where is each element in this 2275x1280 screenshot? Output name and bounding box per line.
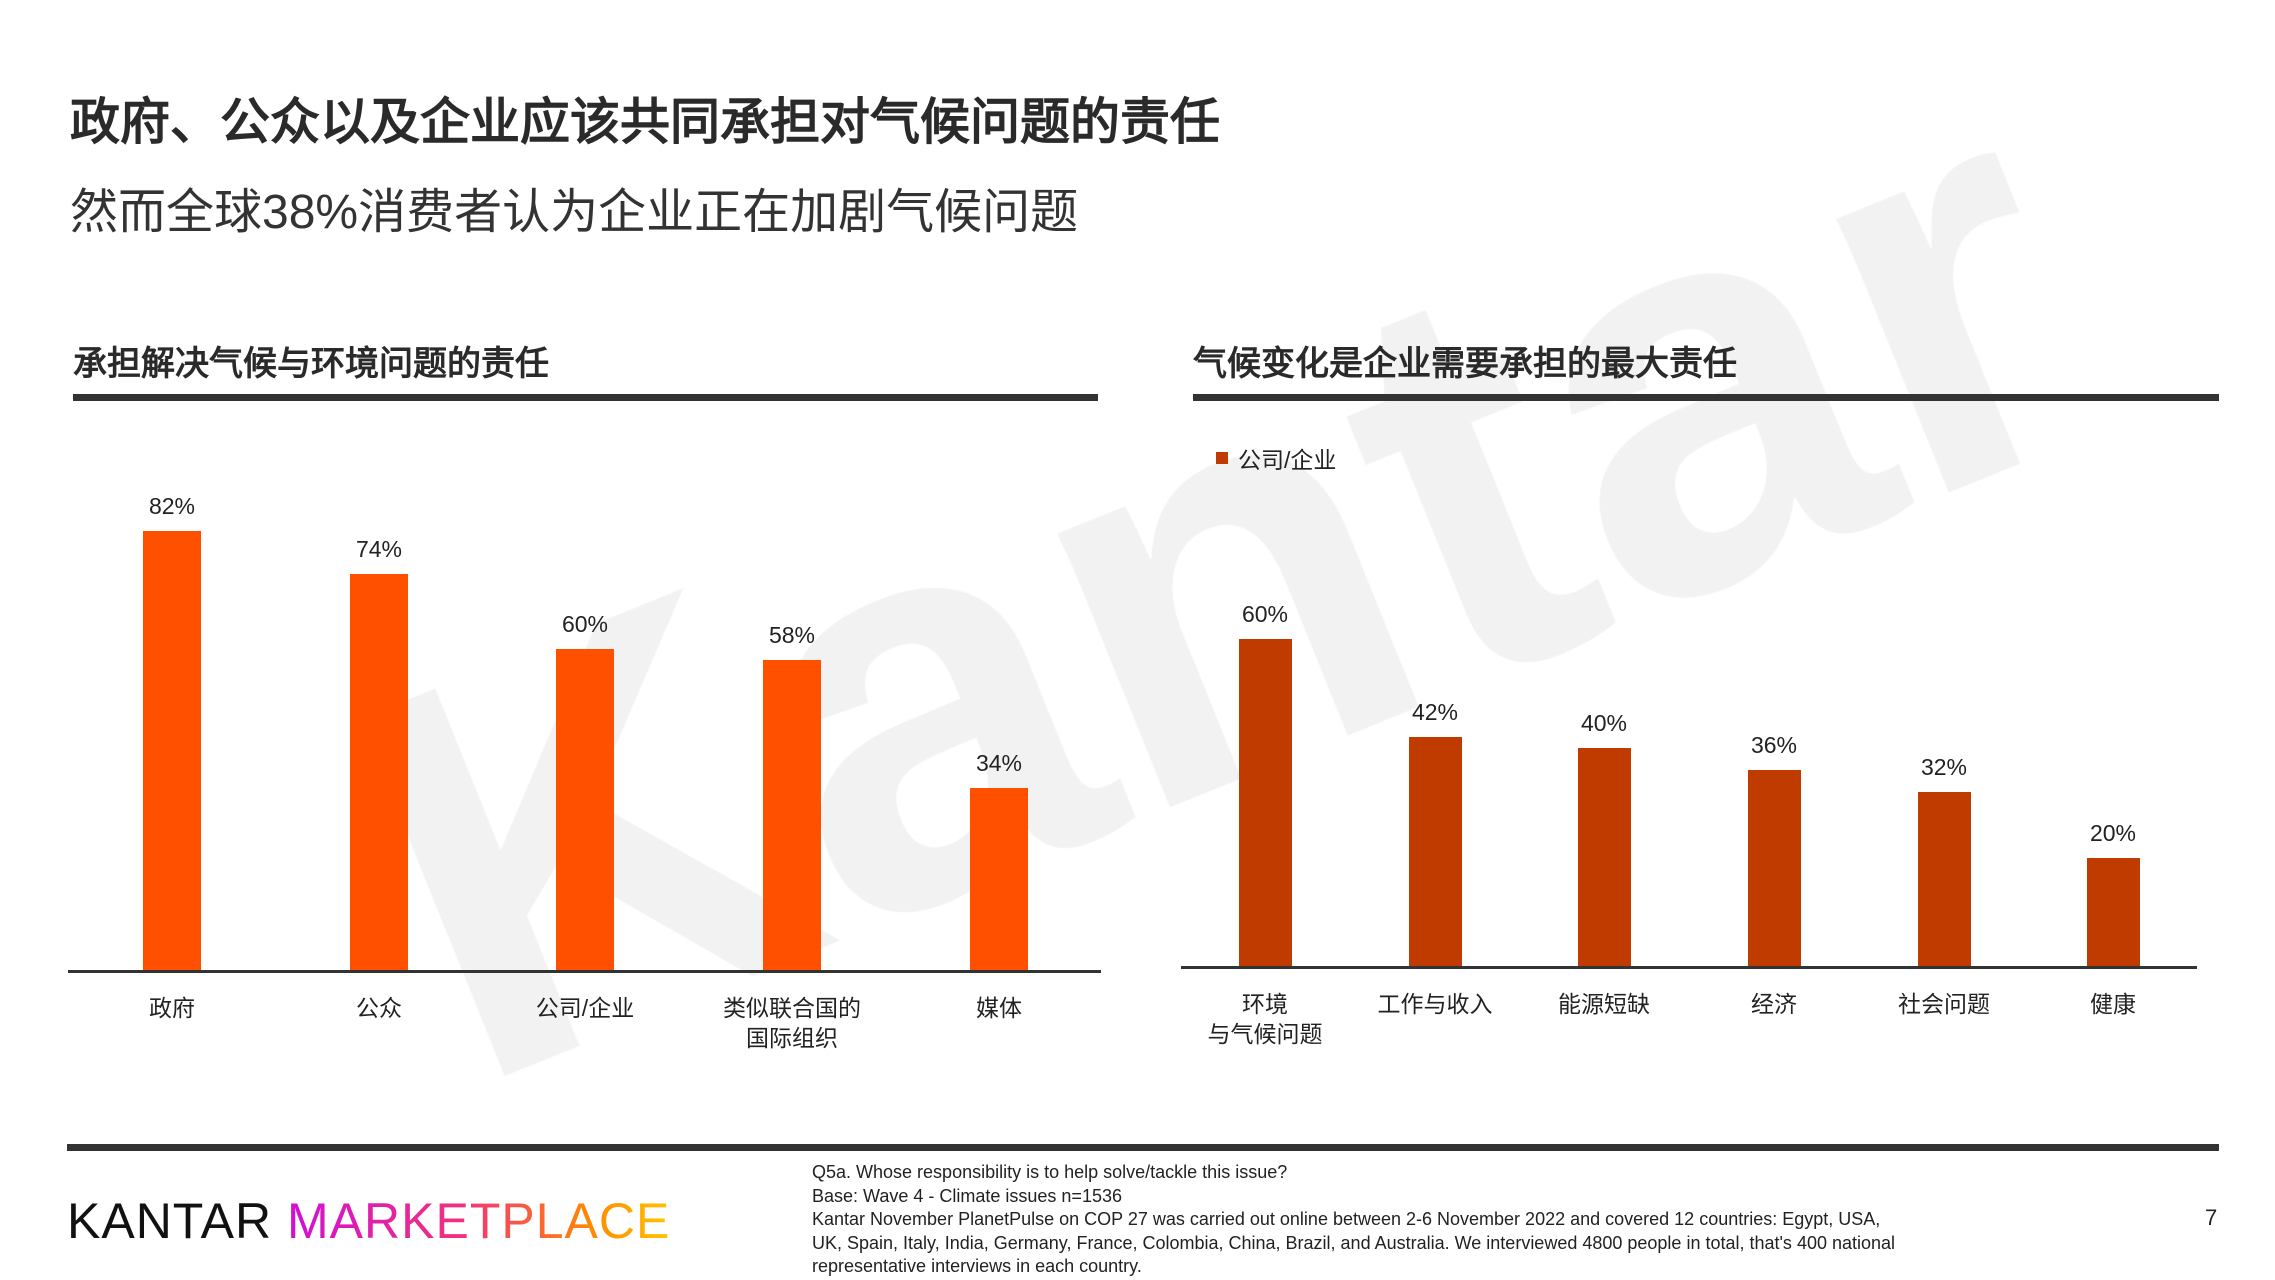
footer-question: Q5a. Whose responsibility is to help sol… (812, 1162, 1288, 1182)
footer-base: Base: Wave 4 - Climate issues n=1536 (812, 1185, 1122, 1206)
page-number: 7 (2205, 1205, 2218, 1230)
left-chart-title: 承担解决气候与环境问题的责任 (73, 345, 549, 383)
category-label: 社会问题 (1898, 991, 1990, 1017)
category-label: 环境 与气候问题 (1207, 991, 1323, 1047)
bar-4 (970, 788, 1028, 971)
bar-3 (763, 659, 821, 971)
footer-method-3: representative interviews in each countr… (812, 1256, 1142, 1276)
category-label: 经济 (1751, 991, 1797, 1017)
data-label: 34% (975, 750, 1023, 777)
left-chart-rule (73, 394, 1098, 401)
data-label: 42% (1411, 699, 1459, 726)
footer-method-2: UK, Spain, Italy, India, Germany, France… (812, 1232, 1896, 1253)
data-label: 36% (1750, 732, 1798, 759)
data-label: 40% (1580, 710, 1628, 737)
kantar-marketplace-logo: KANTAR MARKETPLACE (67, 1193, 671, 1249)
category-label: 公司/企业 (535, 995, 635, 1021)
category-label: 工作与收入 (1377, 991, 1493, 1017)
data-label: 74% (355, 535, 403, 562)
data-label: 60% (1241, 600, 1289, 627)
bar-2 (1577, 748, 1631, 967)
data-label: 20% (2089, 819, 2137, 846)
category-label: 能源短缺 (1558, 991, 1650, 1017)
bar-1 (350, 573, 408, 971)
category-label: 公众 (356, 995, 402, 1021)
category-label: 媒体 (976, 995, 1022, 1021)
legend-swatch (1216, 452, 1228, 464)
category-label: 健康 (2090, 991, 2136, 1017)
bar-0 (1238, 638, 1292, 967)
data-label: 58% (768, 621, 816, 648)
category-label: 类似联合国的 国际组织 (723, 995, 861, 1051)
footer-rule (67, 1144, 2219, 1151)
footer-method: Kantar November PlanetPulse on COP 27 wa… (812, 1209, 1881, 1229)
bar-4 (1917, 791, 1971, 967)
bar-2 (556, 648, 614, 971)
legend-label: 公司/企业 (1238, 447, 1337, 473)
right-chart-rule (1193, 394, 2219, 401)
footer-notes: Q5a. Whose responsibility is to help sol… (812, 1161, 2012, 1279)
right-chart-axis (1181, 966, 2197, 969)
left-chart-axis (68, 970, 1101, 973)
data-label: 82% (148, 492, 196, 519)
bar-3 (1747, 770, 1801, 967)
right-chart-legend: 公司/企业 (1216, 441, 1336, 475)
data-label: 60% (561, 610, 609, 637)
bar-5 (2086, 857, 2140, 967)
page-subtitle: 然而全球38%消费者认为企业正在加剧气候问题 (70, 186, 1079, 239)
right-chart-title: 气候变化是企业需要承担的最大责任 (1193, 345, 1737, 383)
bar-1 (1408, 737, 1462, 967)
category-label: 政府 (149, 995, 195, 1021)
data-label: 32% (1920, 753, 1968, 780)
bar-0 (143, 530, 201, 971)
page-title: 政府、公众以及企业应该共同承担对气候问题的责任 (70, 94, 1220, 150)
